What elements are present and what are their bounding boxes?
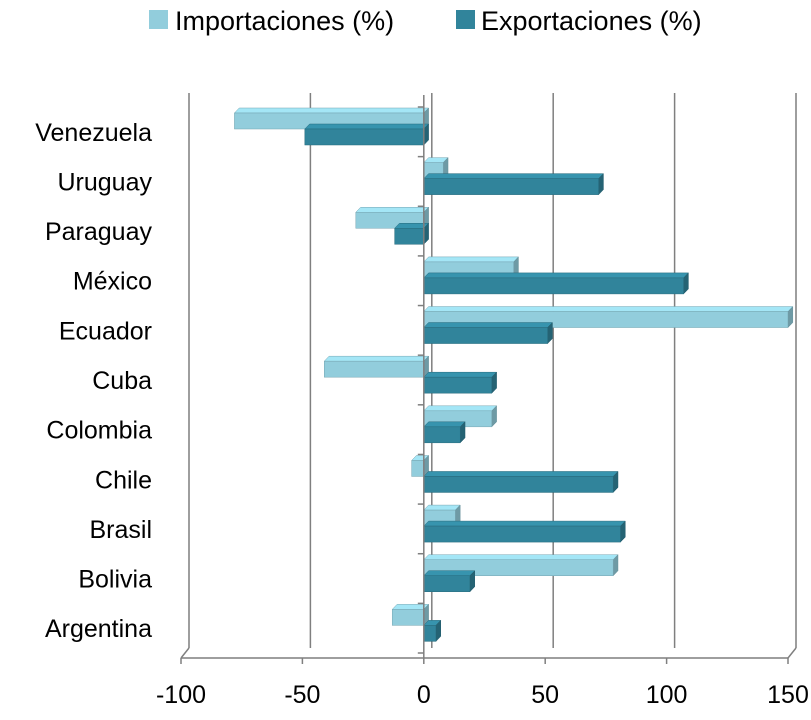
bar-top-face [423,322,554,328]
bar-exports[interactable] [423,321,554,345]
bar-exports[interactable] [423,173,605,196]
bar-top-face [355,207,430,213]
bar-top-face [323,355,430,362]
category-label: Bolivia [78,566,152,594]
x-tick-label: 150 [767,681,809,709]
bar-exports[interactable] [304,123,430,146]
bar-exports[interactable] [423,421,466,444]
bar-exports[interactable] [423,570,476,593]
bar-front-face [423,426,461,444]
bar-exports[interactable] [423,371,498,394]
bar-exports[interactable] [423,272,689,295]
bar-top-face [423,504,461,511]
legend-item-imports[interactable]: Importaciones (%) [149,6,394,36]
bar-front-face [394,228,425,245]
bar-front-face [423,625,437,642]
bar-top-face [423,306,794,312]
category-label: Cuba [92,367,152,395]
bar-top-face [423,554,619,560]
bar-front-face [423,575,471,592]
bar-front-face [423,376,493,394]
x-tick-label: 0 [417,681,431,709]
bar-imports[interactable] [391,603,430,626]
legend-item-exports[interactable]: Exportaciones (%) [456,6,702,36]
bar-front-face [391,609,425,626]
bar-top-face [304,123,430,130]
bar-top-face [423,256,520,263]
plot-area [188,93,797,648]
x-tick-label: -50 [284,681,320,709]
bar-top-face [233,107,430,114]
x-tick-label: -100 [156,681,206,709]
bar-front-face [304,128,425,146]
bar-front-face [423,525,621,543]
bar-exports[interactable] [423,470,619,494]
bar-top-face [423,272,689,279]
bar-exports[interactable] [423,520,626,543]
bar-top-face [423,173,605,179]
bar-top-face [423,471,619,477]
bar-front-face [411,460,425,477]
legend-label-imports: Importaciones (%) [175,6,394,36]
bar-exports[interactable] [423,619,442,642]
bar-front-face [423,476,614,493]
category-label: Ecuador [59,317,152,345]
x-tick-label: 50 [531,681,559,709]
bar-front-face [324,360,425,378]
bar-imports[interactable] [411,454,430,478]
category-axis: Venezuela Uruguay Paraguay México Ecuador Cub… [35,95,425,658]
value-axis: -100 -50 0 50 100 150 [156,647,809,709]
bar-exports[interactable] [394,222,430,245]
legend-label-exports: Exportaciones (%) [481,6,702,36]
category-label: México [73,268,152,296]
bar-top-face [423,421,466,428]
bar-top-face [423,371,498,378]
x-tick-label: 100 [646,681,688,709]
floor-left-edge [180,647,190,659]
bar-imports[interactable] [323,355,430,378]
category-label: Brasil [89,516,152,544]
bar-front-face [423,327,548,344]
legend-swatch-imports [149,10,168,29]
floor-right-edge [787,647,797,659]
category-label: Uruguay [58,168,153,196]
category-label: Colombia [46,417,152,445]
legend-swatch-exports [456,10,475,29]
bar-top-face [423,520,626,527]
bar-front-face [423,277,684,295]
category-label: Paraguay [45,218,153,246]
category-label: Venezuela [35,119,152,147]
legend: Importaciones (%) Exportaciones (%) [149,6,702,36]
category-label: Chile [95,466,152,494]
category-label: Argentina [45,615,152,643]
bar-top-face [423,570,476,576]
bar-front-face [423,178,599,195]
bar-top-face [423,405,498,412]
